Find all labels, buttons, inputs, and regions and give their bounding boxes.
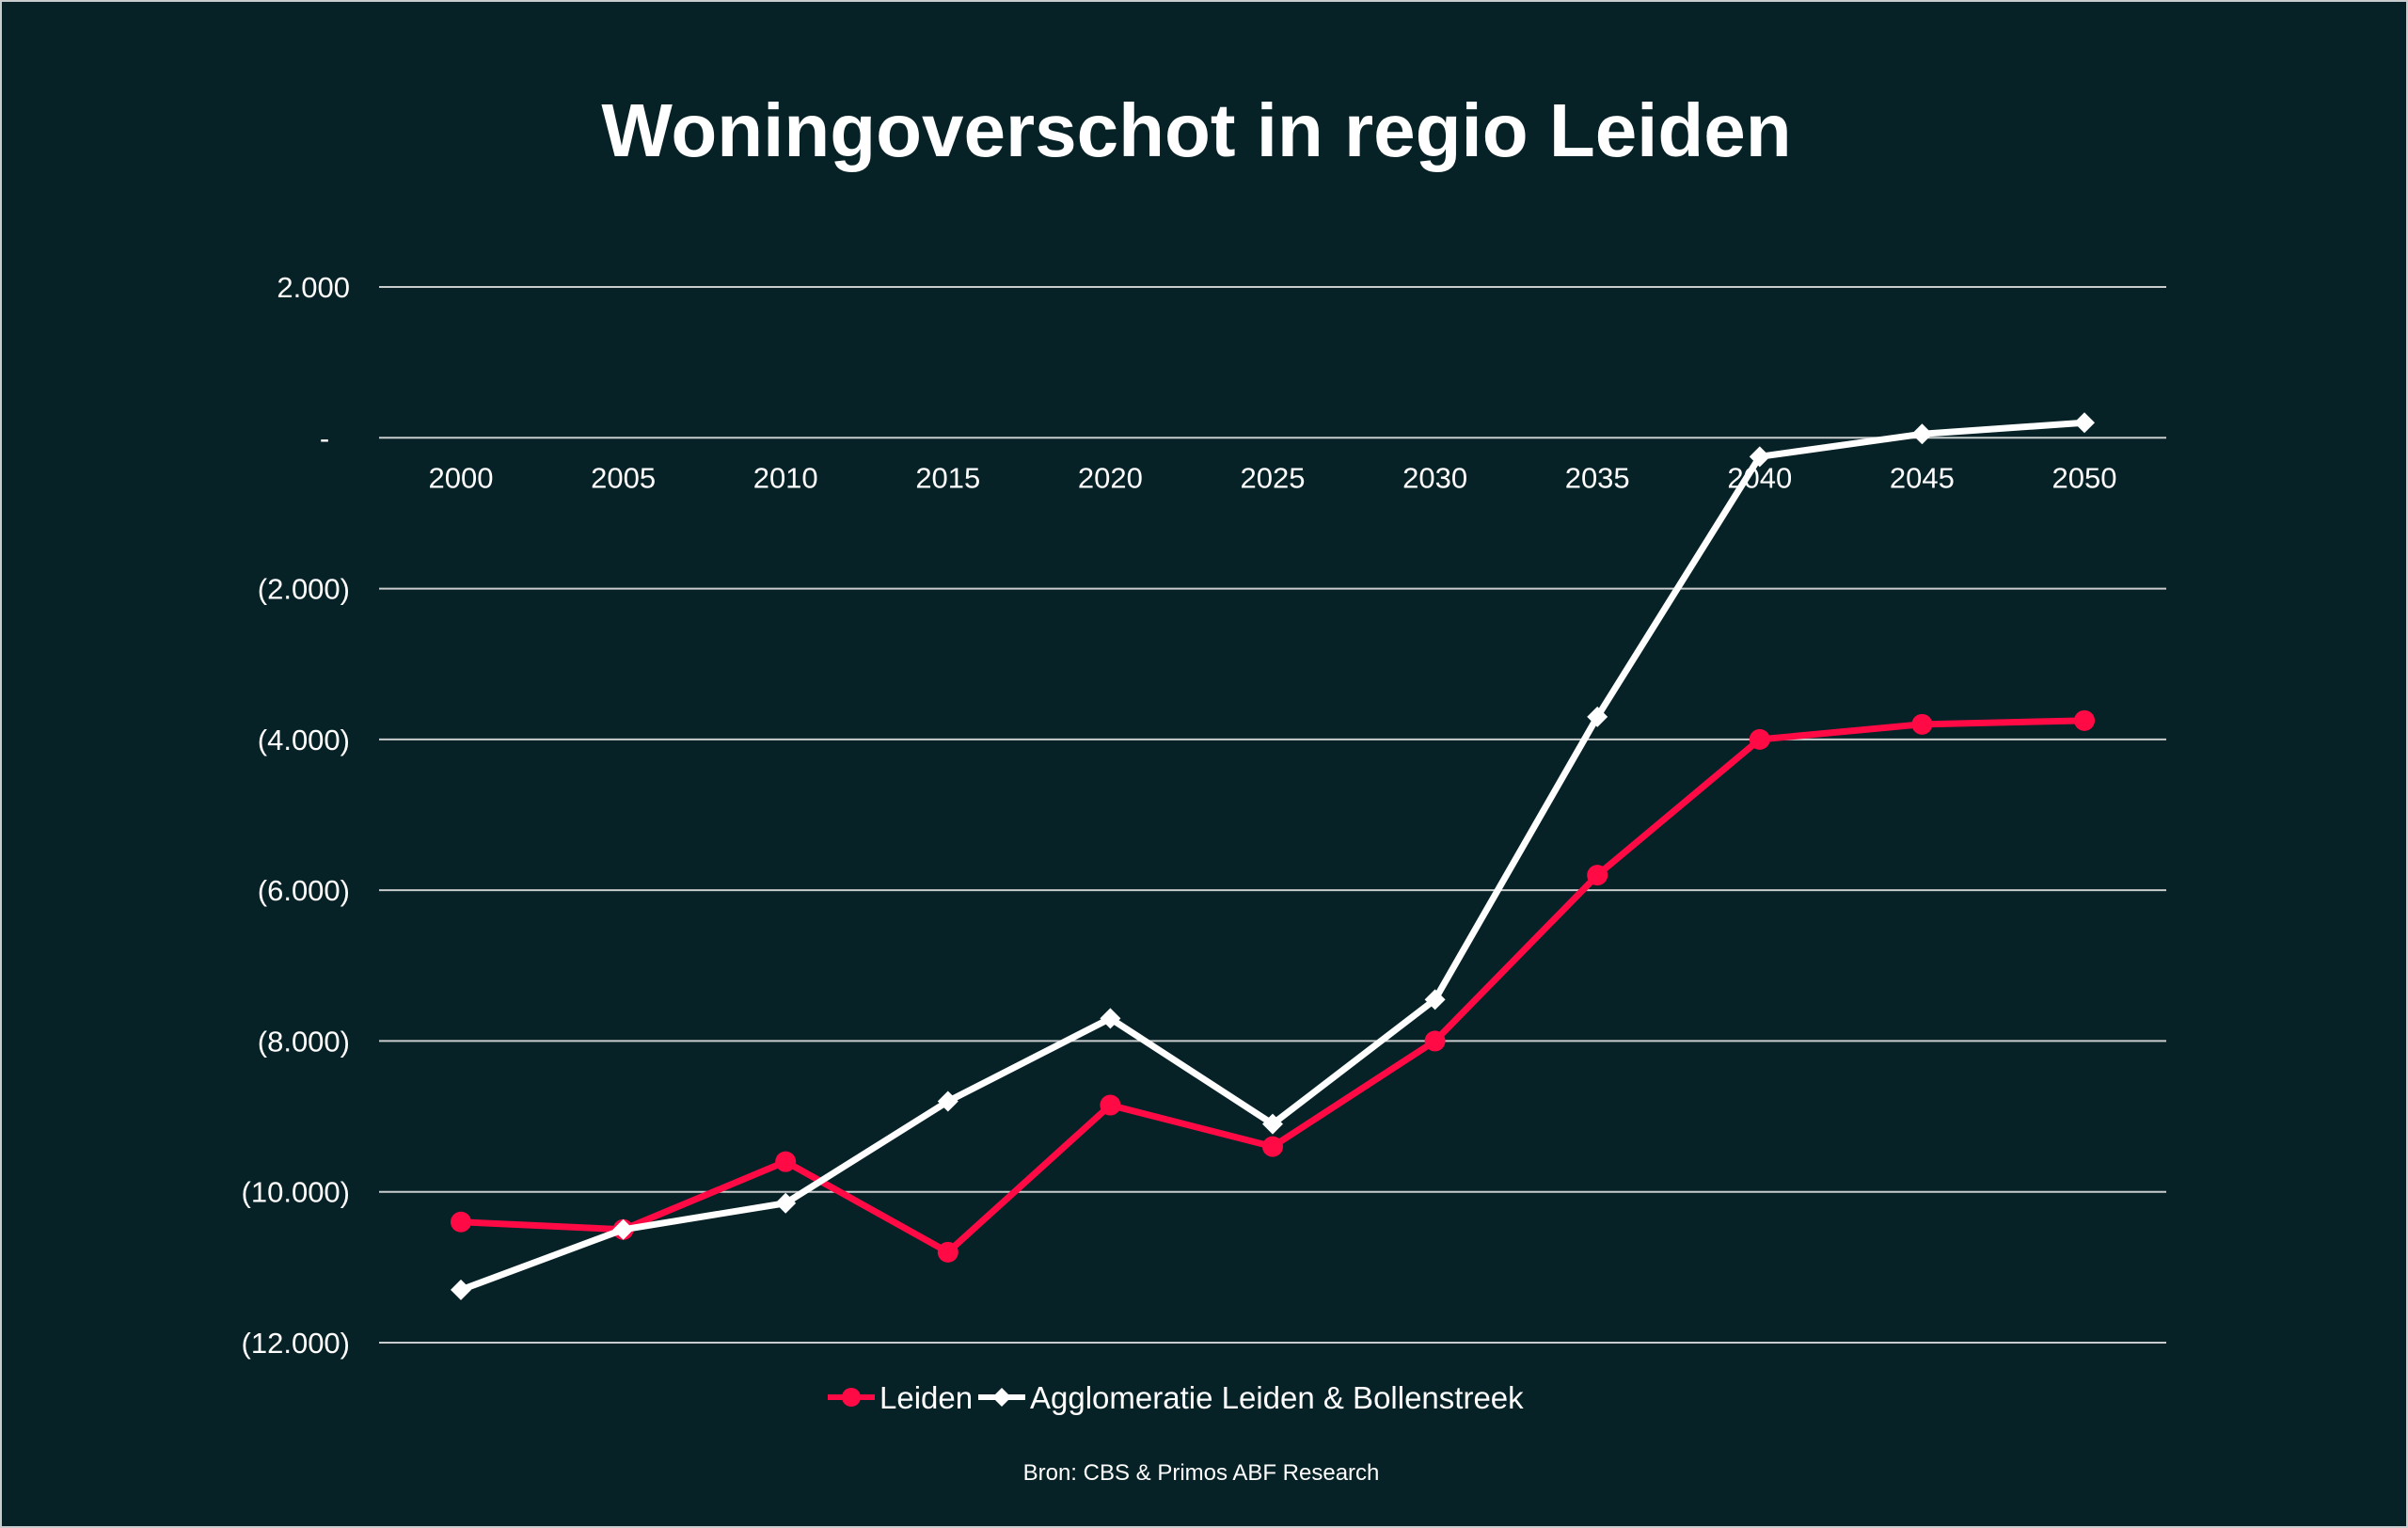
y-tick-label: (4.000) xyxy=(258,724,350,756)
legend-marker xyxy=(842,1388,861,1407)
x-tick-label: 2010 xyxy=(753,461,818,494)
data-point xyxy=(1749,446,1770,468)
x-axis-ticks: 2000 2005 2010 2015 2020 2025 2030 2035 2040 2045… xyxy=(429,461,2117,494)
data-point xyxy=(451,1211,471,1233)
gridlines xyxy=(379,286,2166,1344)
y-tick-label: (2.000) xyxy=(258,573,350,606)
data-point xyxy=(1100,1008,1121,1029)
data-point xyxy=(612,1218,634,1240)
y-tick-label: - xyxy=(320,422,329,454)
data-point xyxy=(2074,412,2095,434)
y-tick-label: (8.000) xyxy=(258,1025,350,1058)
series-line xyxy=(459,419,2085,1294)
y-tick-label: (10.000) xyxy=(242,1176,350,1209)
legend-marker xyxy=(992,1388,1011,1407)
legend-item: Leiden xyxy=(828,1380,973,1415)
series-line xyxy=(460,717,2085,1256)
data-point xyxy=(1424,989,1446,1011)
y-axis-ticks: 2.000 - (2.000) (4.000) (6.000) (8.000) (10.00… xyxy=(242,271,350,1360)
data-point xyxy=(1424,1030,1446,1052)
data-point xyxy=(2074,709,2095,731)
y-tick-label: 2.000 xyxy=(277,271,350,304)
x-tick-label: 2020 xyxy=(1078,461,1143,494)
x-tick-label: 2035 xyxy=(1565,461,1630,494)
data-point xyxy=(1587,865,1608,886)
legend-item: Agglomeratie Leiden & Bollenstreek xyxy=(978,1380,1524,1415)
x-tick-label: 2050 xyxy=(2052,461,2117,494)
x-tick-label: 2015 xyxy=(915,461,980,494)
data-point xyxy=(775,1192,797,1214)
data-point xyxy=(937,1090,958,1112)
data-point xyxy=(775,1151,797,1172)
x-tick-label: 2005 xyxy=(591,461,656,494)
legend: Leiden Agglomeratie Leiden & Bollenstreek xyxy=(828,1380,1524,1415)
data-point xyxy=(451,1279,471,1300)
y-tick-label: (12.000) xyxy=(242,1327,350,1360)
source-note: Bron: CBS & Primos ABF Research xyxy=(1023,1460,1380,1486)
legend-label: Agglomeratie Leiden & Bollenstreek xyxy=(1030,1380,1524,1415)
chart-title: Woningoverschot in regio Leiden xyxy=(601,88,1791,172)
data-point xyxy=(1911,423,1933,445)
data-point xyxy=(1911,713,1933,735)
series-agglomeratie xyxy=(451,412,2095,1300)
x-tick-label: 2045 xyxy=(1890,461,1955,494)
data-point xyxy=(1262,1136,1283,1157)
y-tick-label: (6.000) xyxy=(258,874,350,907)
series-leiden xyxy=(451,709,2095,1263)
data-point xyxy=(1587,706,1608,727)
data-point xyxy=(1749,728,1770,750)
x-tick-label: 2030 xyxy=(1402,461,1467,494)
data-point xyxy=(1262,1113,1283,1135)
x-tick-label: 2025 xyxy=(1241,461,1306,494)
legend-label: Leiden xyxy=(879,1380,973,1415)
data-point xyxy=(1100,1094,1121,1116)
data-point xyxy=(937,1241,958,1263)
x-tick-label: 2000 xyxy=(429,461,494,494)
series-lines xyxy=(451,412,2095,1300)
